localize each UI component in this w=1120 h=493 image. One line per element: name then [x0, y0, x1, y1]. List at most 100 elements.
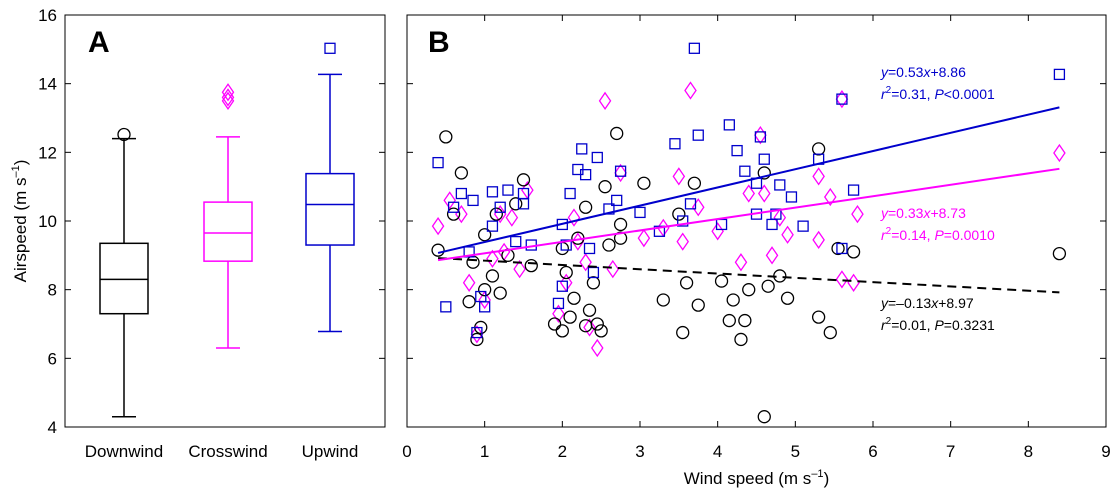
data-point	[684, 81, 697, 100]
data-point	[493, 204, 507, 224]
data-point	[781, 225, 794, 244]
data-point	[462, 273, 476, 292]
fit-equation-diamond: y=0.33x+8.73	[880, 205, 966, 221]
data-point	[606, 259, 620, 279]
x-axis-label-sup: –1	[811, 468, 823, 480]
data-point	[637, 176, 651, 190]
fit-equation-square: y=0.53x+8.86	[880, 64, 966, 80]
data-point	[502, 184, 514, 196]
data-point	[731, 144, 743, 157]
data-point	[656, 293, 670, 307]
data-point	[742, 184, 756, 203]
annotation-fragment: r	[881, 317, 887, 333]
x-axis-label: Wind speed (m s–1)	[684, 468, 829, 488]
x-tick-label: 2	[558, 442, 567, 461]
data-point	[836, 93, 848, 105]
data-point	[590, 338, 604, 358]
data-point	[576, 143, 588, 155]
y-tick-label: 6	[48, 349, 57, 368]
data-point	[738, 313, 752, 328]
series-circle	[431, 126, 1067, 424]
data-point	[1053, 143, 1066, 163]
outlier-marker	[221, 91, 235, 110]
data-point	[679, 276, 694, 290]
fit-stats-diamond: r2=0.14, P=0.0010	[881, 226, 995, 243]
data-point	[510, 235, 522, 248]
data-point	[583, 242, 596, 255]
data-point	[761, 279, 775, 293]
data-point	[587, 266, 600, 279]
data-point	[564, 187, 576, 200]
y-axis-label-sup: –1	[10, 165, 22, 177]
annotation-fragment: =0.01,	[891, 317, 934, 333]
data-point	[598, 180, 612, 194]
data-point	[835, 270, 849, 289]
data-point	[637, 229, 651, 248]
data-point	[851, 204, 864, 224]
box-crosswind	[203, 83, 253, 349]
data-point	[466, 255, 480, 269]
data-point	[563, 310, 577, 324]
data-point	[431, 243, 445, 257]
y-tick-label: 14	[38, 75, 57, 94]
regression-line-circle	[438, 257, 1060, 294]
data-point	[847, 184, 860, 196]
y-axis-label-text: Airspeed (m s	[11, 178, 30, 283]
annotation-fragment: P	[934, 227, 944, 243]
data-point	[582, 303, 597, 317]
outlier-marker	[221, 83, 235, 102]
data-point	[754, 126, 767, 145]
data-point	[811, 142, 826, 156]
data-point	[516, 173, 531, 187]
data-point	[556, 280, 568, 292]
data-point	[578, 200, 593, 214]
y-tick-label: 16	[38, 6, 57, 25]
x-category-label: Crosswind	[188, 442, 267, 461]
fit-stats-circle: r2=0.01, P=0.3231	[881, 316, 995, 333]
annotation-fragment: =0.33	[888, 205, 924, 221]
data-point	[598, 91, 612, 110]
data-point	[831, 241, 845, 256]
annotation-fragment: <0.0001	[944, 86, 995, 102]
data-point	[478, 228, 492, 242]
fit-equation-circle: y=–0.13x+8.97	[880, 295, 974, 311]
annotation-fragment: P	[934, 86, 944, 102]
data-point	[470, 332, 484, 347]
data-point	[773, 208, 787, 227]
data-point	[758, 153, 770, 165]
data-point	[555, 241, 569, 256]
data-point	[446, 207, 461, 221]
data-point	[567, 208, 581, 227]
annotation-fragment: =0.3231	[944, 317, 995, 333]
data-point	[835, 89, 849, 109]
annotation-fragment: =0.0010	[944, 227, 995, 243]
data-point	[552, 304, 565, 323]
data-point	[770, 208, 782, 220]
y-tick-label: 12	[38, 143, 57, 162]
data-point	[653, 225, 666, 237]
regression-line-diamond	[437, 167, 1060, 262]
annotation-fragment: 2	[886, 226, 892, 237]
data-point	[567, 291, 581, 305]
data-point	[614, 163, 627, 183]
data-point	[1053, 68, 1066, 81]
data-point	[479, 301, 491, 313]
box-iqr	[203, 201, 253, 262]
data-point	[547, 317, 562, 331]
data-point	[672, 207, 686, 221]
annotation-fragment: 2	[886, 316, 892, 327]
data-point	[471, 326, 483, 339]
data-point	[823, 187, 837, 207]
data-point	[591, 151, 603, 164]
data-point	[613, 231, 628, 245]
annotation-fragment: x	[922, 205, 931, 221]
regression-line-square	[437, 106, 1060, 254]
x-tick-label: 4	[713, 442, 722, 461]
x-category-label: Upwind	[302, 442, 359, 461]
box-iqr	[305, 172, 355, 246]
data-point	[559, 265, 573, 280]
box-downwind	[99, 127, 149, 418]
x-tick-label: 1	[480, 442, 489, 461]
y-axis-label-close: )	[11, 160, 30, 166]
data-point	[571, 232, 585, 251]
